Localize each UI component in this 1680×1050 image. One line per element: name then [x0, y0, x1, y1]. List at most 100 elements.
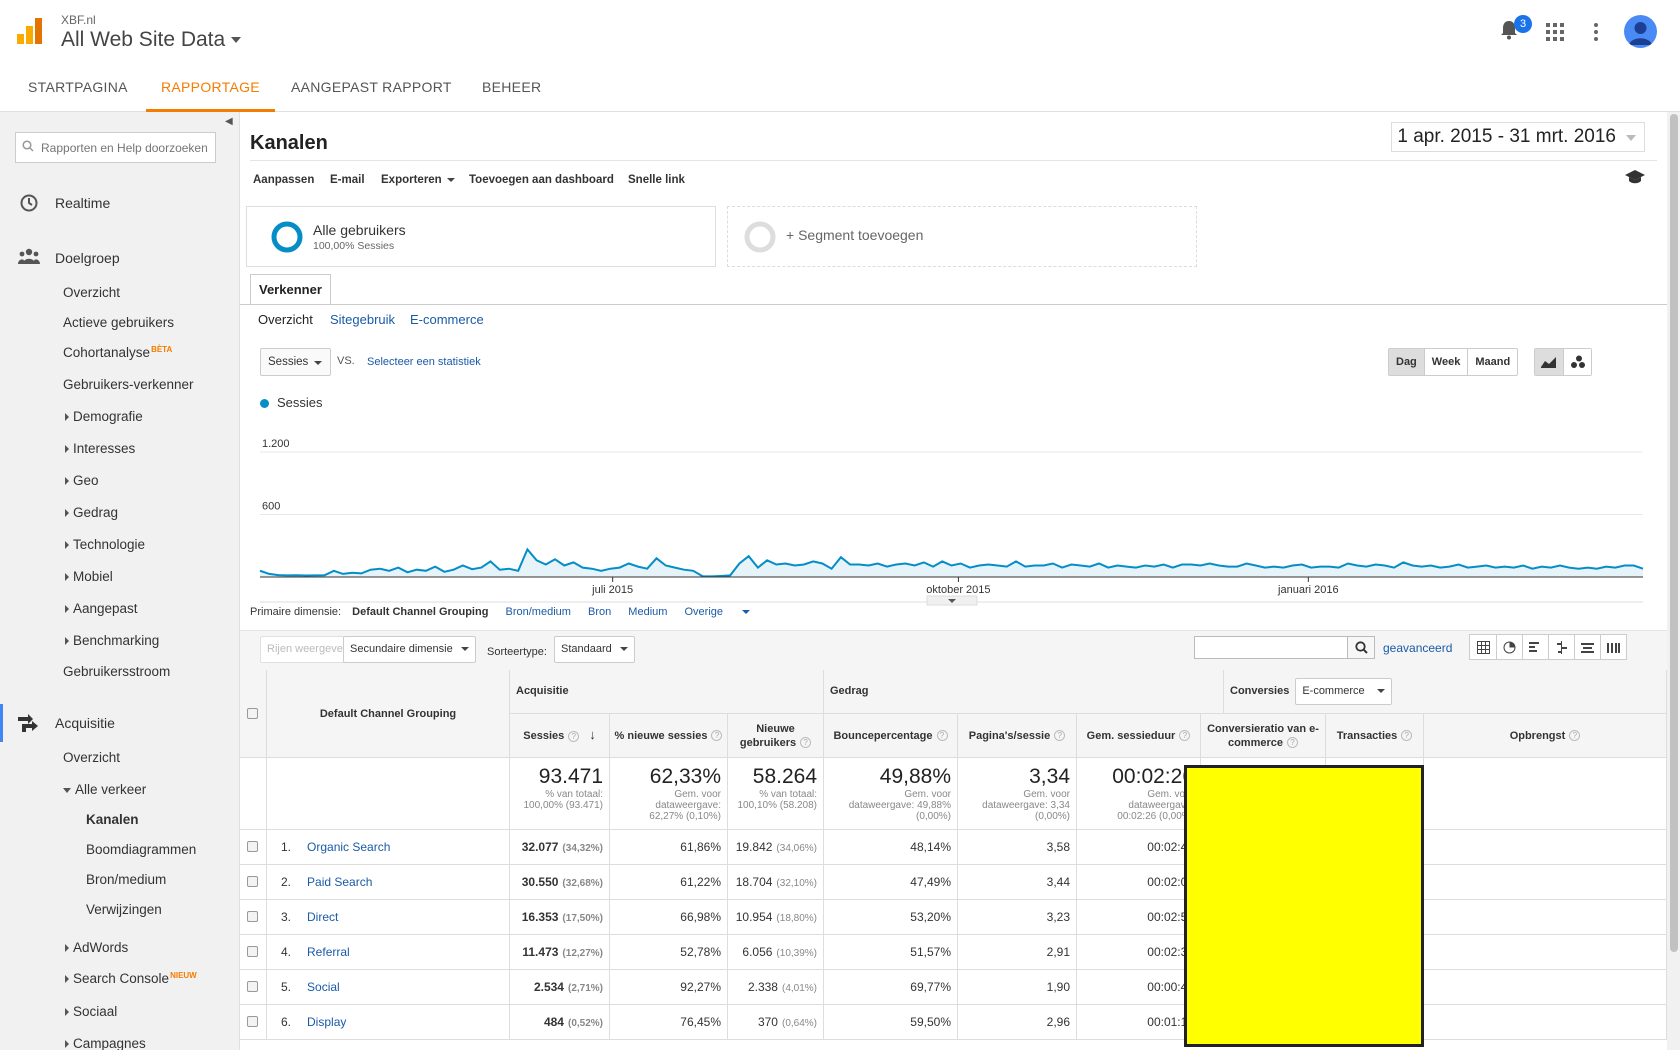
- help-icon[interactable]: ?: [1401, 730, 1413, 742]
- help-icon[interactable]: ?: [1569, 730, 1581, 742]
- week-button[interactable]: Week: [1423, 349, 1468, 375]
- dimension-medium[interactable]: Medium: [628, 606, 668, 618]
- dimension-default-channel[interactable]: Default Channel Grouping: [352, 606, 489, 618]
- customize-button[interactable]: Aanpassen: [253, 174, 315, 186]
- sidebar-item-social[interactable]: Sociaal: [65, 1004, 117, 1019]
- page-scrollbar[interactable]: [1667, 112, 1680, 1050]
- channel-link[interactable]: Social: [307, 980, 340, 994]
- sidebar-item-audience[interactable]: Doelgroep: [55, 250, 120, 266]
- sidebar-item-user-explorer[interactable]: Gebruikers-verkenner: [63, 377, 194, 392]
- sort-type-select[interactable]: Standaard: [554, 636, 635, 663]
- subtab-ecommerce[interactable]: E-commerce: [410, 312, 484, 327]
- motion-chart-button[interactable]: [1563, 349, 1591, 375]
- sidebar-item-all-traffic[interactable]: Alle verkeer: [63, 782, 146, 797]
- sort-desc-icon[interactable]: ↓: [589, 727, 596, 742]
- row-checkbox[interactable]: [247, 946, 258, 957]
- column-header-transactions[interactable]: Transacties?: [1326, 714, 1424, 758]
- sidebar-item-realtime[interactable]: Realtime: [55, 195, 111, 211]
- bell-icon[interactable]: [1500, 20, 1518, 40]
- sidebar-item-technology[interactable]: Technologie: [65, 537, 145, 552]
- plot-rows-button[interactable]: Rijen weergeven: [260, 636, 356, 663]
- table-search-input[interactable]: [1194, 636, 1348, 659]
- month-button[interactable]: Maand: [1467, 349, 1517, 375]
- sidebar-item-cohort[interactable]: CohortanalyseBÈTA: [63, 345, 172, 360]
- sidebar-item-acq-overview[interactable]: Overzicht: [63, 750, 121, 765]
- help-icon[interactable]: ?: [1287, 737, 1299, 749]
- dimension-other[interactable]: Overige: [684, 606, 764, 618]
- tab-home[interactable]: STARTPAGINA: [28, 79, 128, 95]
- term-cloud-button[interactable]: [1574, 635, 1600, 659]
- help-icon[interactable]: ?: [800, 737, 812, 749]
- help-icon[interactable]: ?: [1179, 730, 1191, 742]
- apps-grid-icon[interactable]: [1546, 23, 1564, 41]
- column-header-new-sessions-pct[interactable]: % nieuwe sessies?: [610, 714, 728, 758]
- channel-link[interactable]: Organic Search: [307, 840, 391, 854]
- percentage-view-button[interactable]: [1496, 635, 1522, 659]
- export-button[interactable]: Exporteren: [381, 174, 455, 186]
- column-header-ecommerce-conversion-rate[interactable]: Conversieratio van e-commerce?: [1201, 714, 1326, 758]
- tab-custom-report[interactable]: AANGEPAST RAPPORT: [291, 79, 452, 95]
- sidebar-item-benchmarking[interactable]: Benchmarking: [65, 633, 159, 648]
- date-range-picker[interactable]: 1 apr. 2015 - 31 mrt. 2016: [1391, 122, 1645, 152]
- pivot-view-button[interactable]: [1600, 635, 1626, 659]
- column-header-new-users[interactable]: Nieuwe gebruikers?: [728, 714, 824, 758]
- sidebar-item-campaigns[interactable]: Campagnes: [65, 1036, 146, 1050]
- subtab-site-usage[interactable]: Sitegebruik: [330, 312, 396, 327]
- row-checkbox[interactable]: [247, 876, 258, 887]
- sidebar-item-mobile[interactable]: Mobiel: [65, 569, 113, 584]
- sidebar-item-active-users[interactable]: Actieve gebruikers: [63, 315, 175, 330]
- sidebar-item-referrals[interactable]: Verwijzingen: [86, 902, 162, 917]
- performance-view-button[interactable]: [1522, 635, 1548, 659]
- comparison-view-button[interactable]: [1548, 635, 1574, 659]
- help-icon[interactable]: ?: [936, 730, 948, 742]
- shortcut-button[interactable]: Snelle link: [628, 174, 685, 186]
- sidebar-item-custom[interactable]: Aangepast: [65, 601, 138, 616]
- segment-card-all-users[interactable]: Alle gebruikers 100,00% Sessies: [246, 206, 716, 267]
- column-header-pages-per-session[interactable]: Pagina's/sessie?: [958, 714, 1077, 758]
- sidebar-item-source-medium[interactable]: Bron/medium: [86, 872, 167, 887]
- sidebar-item-search-console[interactable]: Search ConsoleNIEUW: [65, 971, 197, 986]
- line-chart-button[interactable]: [1535, 349, 1563, 375]
- row-checkbox[interactable]: [247, 841, 258, 852]
- account-avatar[interactable]: [1624, 15, 1657, 48]
- column-header-avg-session-duration[interactable]: Gem. sessieduur?: [1077, 714, 1201, 758]
- select-all-checkbox[interactable]: [247, 708, 258, 719]
- sidebar-item-demographics[interactable]: Demografie: [65, 409, 143, 424]
- email-button[interactable]: E-mail: [330, 174, 365, 186]
- view-selector[interactable]: All Web Site Data: [61, 28, 242, 52]
- collapse-sidebar-icon[interactable]: ◀: [225, 116, 233, 127]
- channel-link[interactable]: Direct: [307, 910, 339, 924]
- sidebar-item-acquisition[interactable]: Acquisitie: [55, 715, 115, 731]
- dimension-source-medium[interactable]: Bron/medium: [505, 606, 571, 618]
- sidebar-item-behavior[interactable]: Gedrag: [65, 505, 118, 520]
- tab-admin[interactable]: BEHEER: [482, 79, 542, 95]
- secondary-dimension-select[interactable]: Secundaire dimensie: [343, 636, 476, 663]
- tab-reporting[interactable]: RAPPORTAGE: [146, 64, 275, 112]
- help-icon[interactable]: ?: [711, 730, 723, 742]
- day-button[interactable]: Dag: [1389, 349, 1424, 375]
- metric-select[interactable]: Sessies: [260, 348, 331, 376]
- table-search-button[interactable]: [1348, 636, 1375, 659]
- help-icon[interactable]: ?: [568, 730, 580, 742]
- dimension-source[interactable]: Bron: [587, 606, 612, 618]
- add-segment-card[interactable]: + Segment toevoegen: [727, 206, 1197, 267]
- dimension-header[interactable]: Default Channel Grouping: [267, 670, 510, 758]
- advanced-filter-link[interactable]: geavanceerd: [1383, 641, 1453, 655]
- sidebar-item-treemaps[interactable]: Boomdiagrammen: [86, 842, 197, 857]
- channel-link[interactable]: Paid Search: [307, 875, 373, 889]
- sidebar-item-geo[interactable]: Geo: [65, 473, 99, 488]
- explorer-tab[interactable]: Verkenner: [250, 274, 331, 305]
- sidebar-item-channels[interactable]: Kanalen: [86, 812, 139, 827]
- conversion-type-select[interactable]: E-commerce: [1295, 677, 1392, 705]
- more-vert-icon[interactable]: [1593, 23, 1599, 41]
- graduation-cap-icon[interactable]: [1625, 170, 1645, 184]
- row-checkbox[interactable]: [247, 981, 258, 992]
- search-input[interactable]: [15, 132, 216, 163]
- column-header-revenue[interactable]: Opbrengst?: [1424, 714, 1667, 758]
- help-icon[interactable]: ?: [1054, 730, 1066, 742]
- sidebar-item-users-flow[interactable]: Gebruikersstroom: [63, 664, 171, 679]
- data-view-button[interactable]: [1470, 635, 1496, 659]
- column-header-sessions[interactable]: Sessies? ↓: [510, 714, 610, 758]
- scrollbar-thumb[interactable]: [1670, 114, 1678, 952]
- row-checkbox[interactable]: [247, 911, 258, 922]
